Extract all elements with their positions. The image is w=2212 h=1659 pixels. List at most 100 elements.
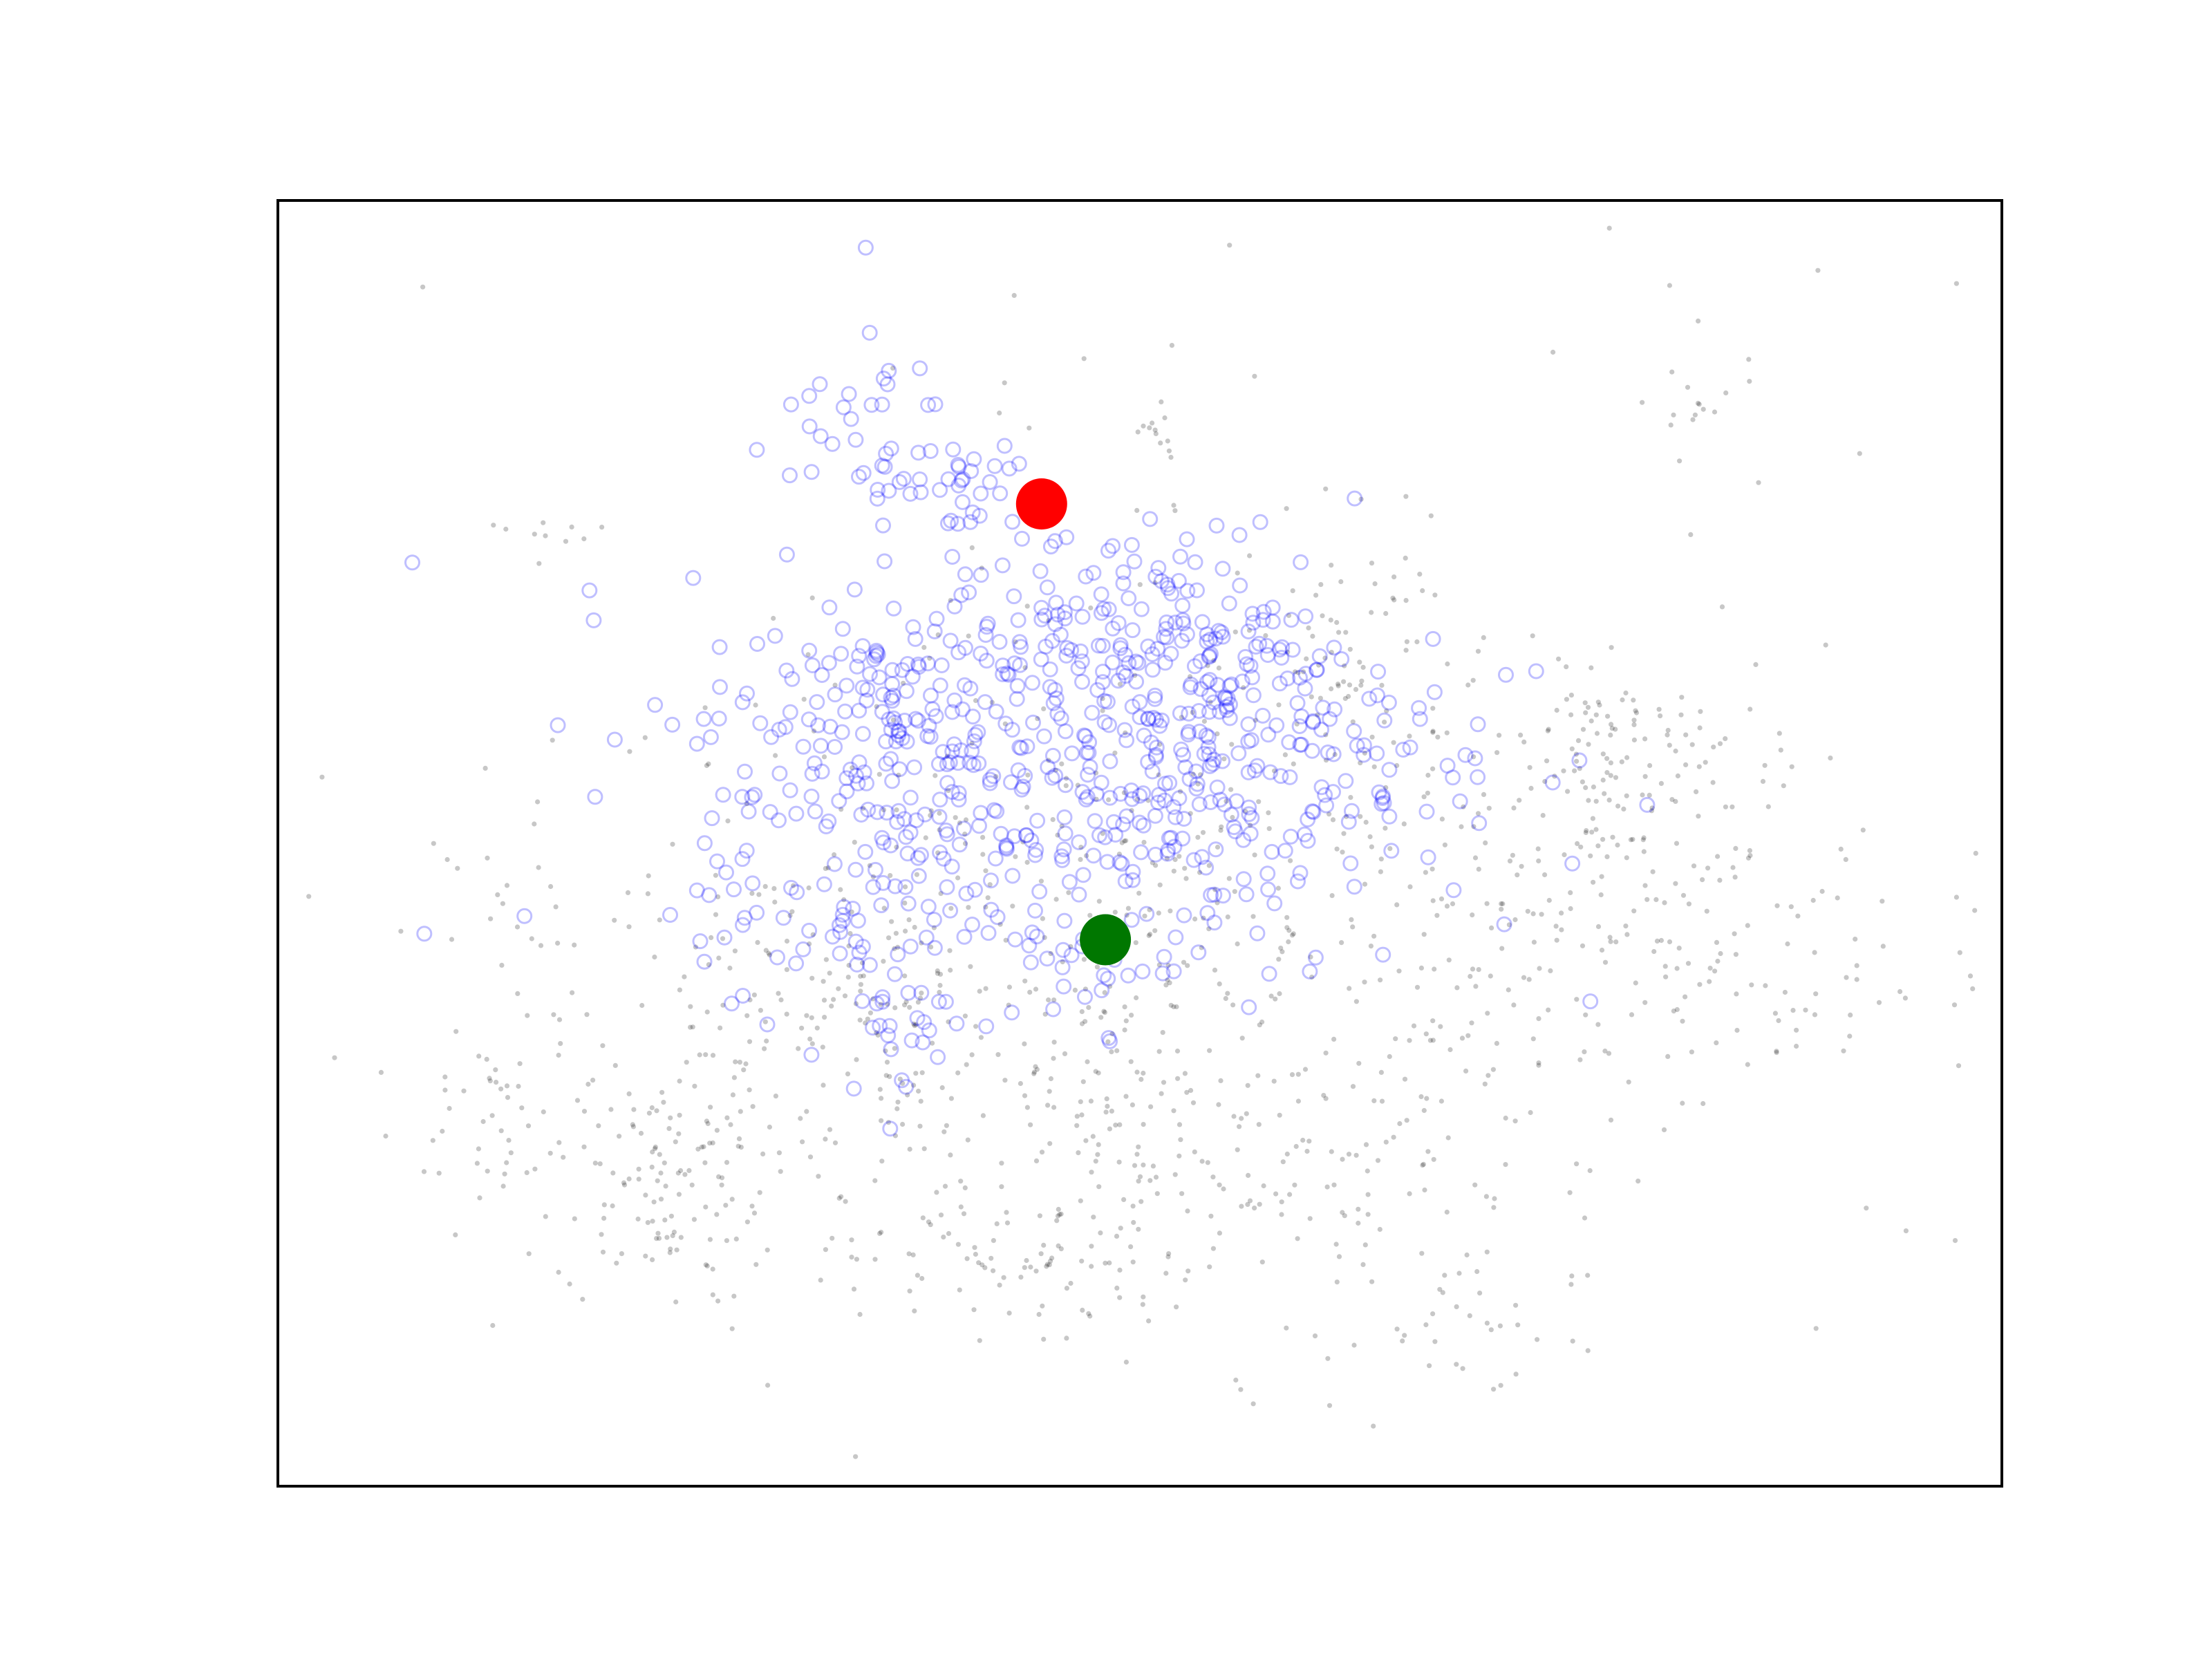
background-point xyxy=(612,1062,618,1068)
background-point xyxy=(514,924,521,930)
background-point xyxy=(747,1039,753,1044)
background-point xyxy=(1300,1137,1306,1143)
background-point xyxy=(1308,954,1313,959)
background-point xyxy=(806,885,812,891)
background-point xyxy=(1673,798,1678,804)
background-point xyxy=(1745,1062,1750,1067)
background-point xyxy=(1535,846,1541,852)
reachable-point xyxy=(1230,745,1247,762)
background-point xyxy=(822,1015,827,1020)
reachable-point xyxy=(1097,829,1114,845)
background-point xyxy=(1328,617,1333,623)
reachable-point xyxy=(913,847,929,863)
reachable-point xyxy=(1080,767,1096,783)
reachable-point xyxy=(961,584,977,601)
background-point xyxy=(1033,1158,1040,1163)
background-point xyxy=(937,989,942,995)
background-point xyxy=(691,1217,697,1222)
reachable-point xyxy=(1145,662,1161,678)
background-point xyxy=(1212,887,1218,892)
background-point xyxy=(747,1087,752,1093)
reachable-point xyxy=(910,444,927,461)
background-point xyxy=(1595,924,1602,930)
reachable-point xyxy=(1114,856,1130,872)
background-point xyxy=(504,1083,510,1089)
background-point xyxy=(1266,826,1272,832)
background-point xyxy=(1569,1273,1575,1279)
reachable-point xyxy=(885,710,902,727)
background-point xyxy=(442,1074,448,1080)
reachable-point xyxy=(777,719,794,735)
background-point xyxy=(1076,1150,1081,1156)
background-point xyxy=(596,1123,601,1129)
background-point xyxy=(1595,700,1601,705)
background-point xyxy=(845,1071,851,1077)
reachable-point xyxy=(1081,734,1098,751)
reachable-point xyxy=(1054,959,1071,975)
background-point xyxy=(810,932,816,937)
background-point xyxy=(1183,876,1189,881)
reachable-point xyxy=(1115,664,1132,681)
reachable-point xyxy=(803,464,820,480)
background-point xyxy=(1763,983,1768,988)
background-point xyxy=(1150,860,1155,865)
reachable-point xyxy=(962,514,979,530)
reachable-point xyxy=(834,906,851,923)
background-point xyxy=(753,1262,759,1267)
reachable-point xyxy=(1305,714,1321,731)
reachable-point xyxy=(1057,825,1074,842)
background-point xyxy=(1027,425,1032,431)
background-point xyxy=(1362,1242,1368,1248)
reachable-point xyxy=(850,912,866,929)
background-point xyxy=(713,912,719,917)
reachable-point xyxy=(718,864,734,881)
reachable-point xyxy=(1011,739,1028,756)
background-point xyxy=(504,1160,509,1165)
reachable-point xyxy=(825,928,841,945)
background-point xyxy=(1325,1356,1331,1361)
background-point xyxy=(1471,754,1477,760)
background-point xyxy=(1747,853,1753,859)
background-point xyxy=(1542,872,1548,878)
background-point xyxy=(529,936,534,941)
background-point xyxy=(1147,907,1152,912)
reachable-point xyxy=(1198,859,1215,876)
background-point xyxy=(515,991,521,996)
background-point xyxy=(1207,1048,1212,1053)
background-point xyxy=(1252,1206,1257,1211)
reachable-point xyxy=(982,474,998,490)
background-point xyxy=(506,1138,512,1143)
reachable-point xyxy=(869,490,885,507)
background-point xyxy=(1468,973,1473,980)
background-point xyxy=(1276,702,1282,708)
reachable-point xyxy=(908,812,924,829)
background-point xyxy=(1647,762,1653,769)
background-point xyxy=(1247,1198,1253,1203)
background-point xyxy=(1041,706,1047,711)
reachable-point xyxy=(1305,713,1321,729)
reachable-point xyxy=(1201,672,1218,688)
background-point xyxy=(1569,746,1575,751)
background-point xyxy=(1696,814,1701,819)
background-point xyxy=(1564,697,1569,702)
reachable-point xyxy=(1412,711,1428,727)
reachable-point xyxy=(1239,656,1255,673)
background-point xyxy=(649,1105,655,1111)
background-point xyxy=(1063,776,1069,781)
background-point xyxy=(1400,1338,1405,1344)
background-point xyxy=(1391,1134,1396,1140)
background-point xyxy=(1346,693,1351,700)
background-point xyxy=(1705,865,1711,871)
background-point xyxy=(1096,1142,1101,1147)
reachable-point xyxy=(1072,643,1089,659)
reachable-point xyxy=(932,844,948,861)
background-point xyxy=(1515,872,1520,878)
reachable-point xyxy=(1283,612,1300,628)
background-point xyxy=(893,930,899,936)
background-point xyxy=(1559,927,1564,932)
background-point xyxy=(767,1124,772,1130)
background-point xyxy=(1604,854,1610,859)
background-point xyxy=(1020,839,1026,845)
reachable-point xyxy=(1277,843,1293,859)
reachable-point xyxy=(1044,632,1060,649)
